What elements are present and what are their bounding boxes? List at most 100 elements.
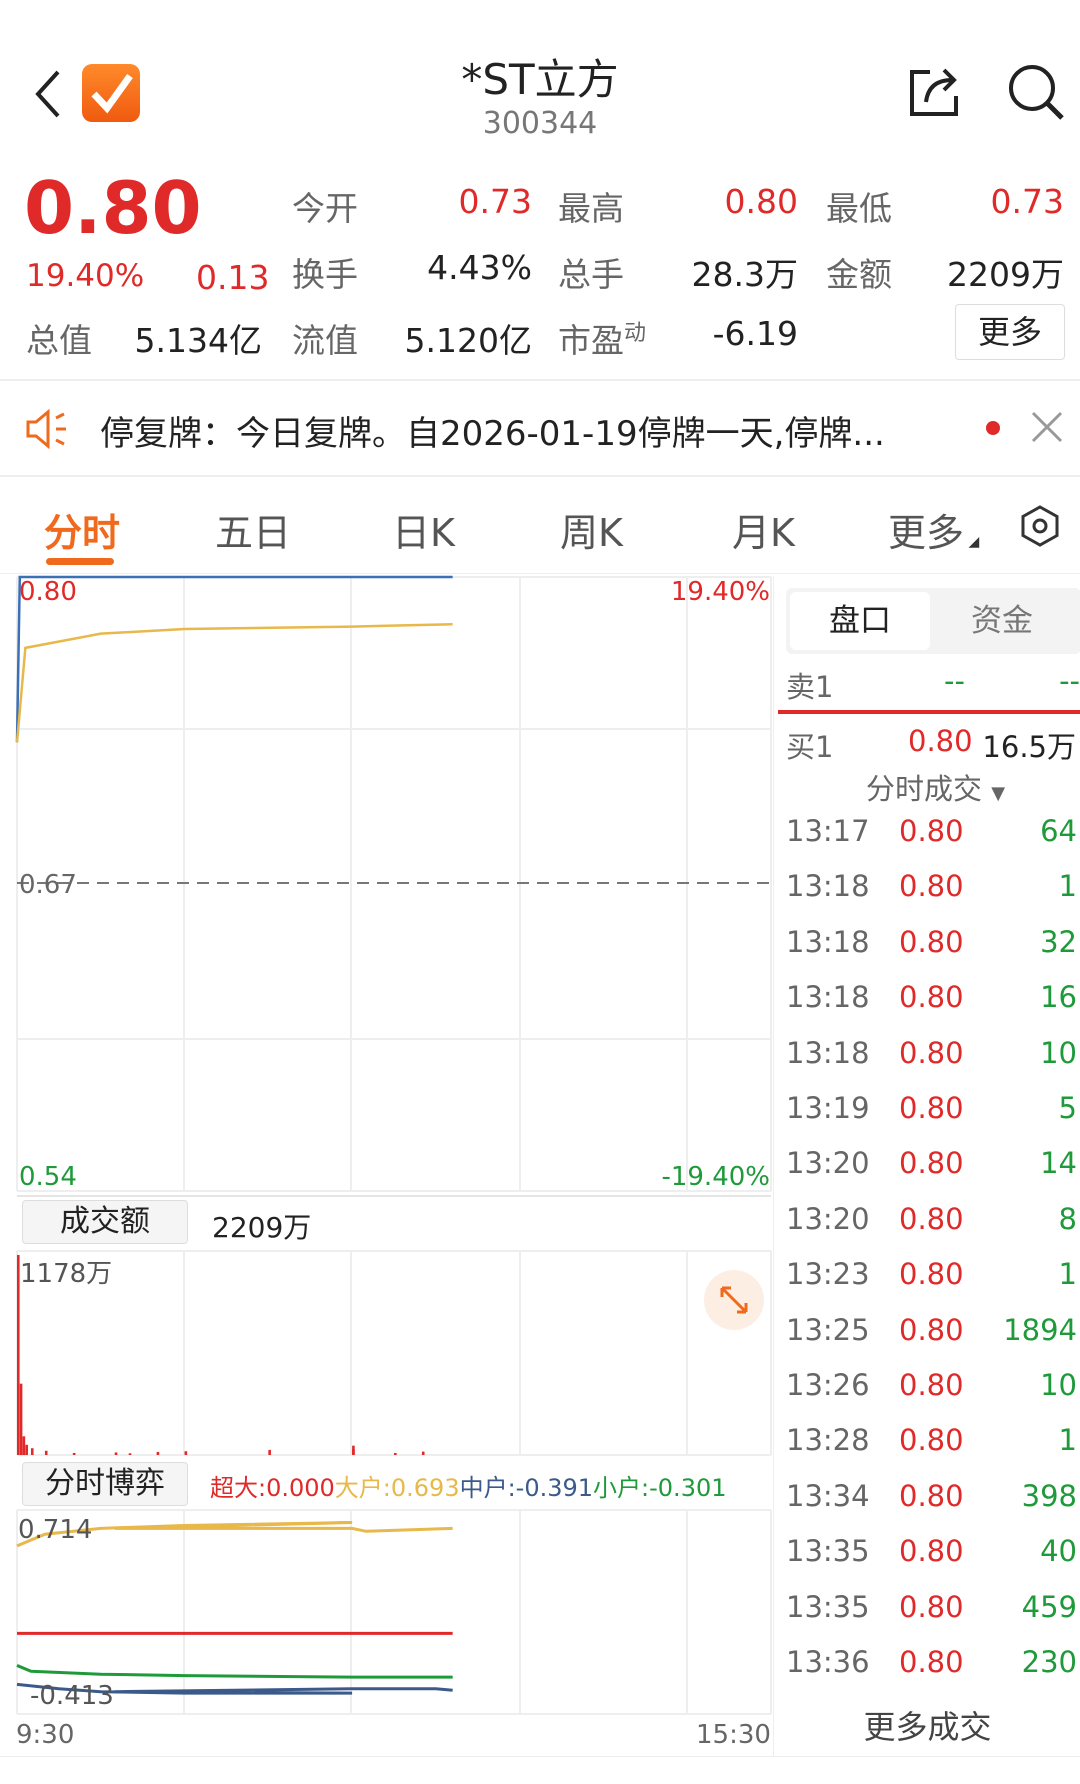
- tick-row: 13:20 0.80 8: [774, 1202, 1080, 1242]
- more-ticks-button[interactable]: 更多成交: [863, 1708, 992, 1746]
- tick-time: 13:34: [786, 1478, 870, 1513]
- tick-time: 13:18: [786, 1035, 870, 1070]
- tick-price: 0.80: [899, 1201, 964, 1236]
- time-end: 15:30: [696, 1720, 771, 1750]
- game-line-大户: [16, 1521, 453, 1548]
- buy1-label: 买1: [786, 730, 834, 764]
- tab-zijin[interactable]: 资金: [971, 603, 1033, 639]
- stat-value: 0.80: [724, 182, 798, 221]
- tick-row: 13:18 0.80 10: [774, 1036, 1080, 1076]
- tick-price: 0.80: [899, 814, 964, 848]
- tick-row: 13:26 0.80 10: [774, 1368, 1080, 1408]
- tick-time: 13:25: [786, 1312, 870, 1347]
- tick-row: 13:18 0.80 1: [774, 869, 1080, 909]
- expand-button[interactable]: [704, 1270, 764, 1330]
- tick-price: 0.80: [899, 1035, 964, 1070]
- tick-row: 13:25 0.80 1894: [774, 1313, 1080, 1353]
- tick-row: 13:35 0.80 40: [774, 1534, 1080, 1574]
- tab-pankou[interactable]: 盘口: [790, 592, 930, 650]
- tick-price: 0.80: [899, 869, 964, 904]
- tab-0[interactable]: 分时: [44, 511, 121, 555]
- speaker-icon: [26, 408, 66, 450]
- unread-dot: [986, 421, 1000, 435]
- volume-max-label: 1178万: [20, 1259, 112, 1289]
- tick-time: 13:17: [786, 814, 870, 848]
- app-logo: [82, 64, 140, 122]
- tab-2[interactable]: 日K: [392, 511, 455, 555]
- share-button[interactable]: [906, 64, 962, 120]
- tab-1[interactable]: 五日: [215, 511, 292, 555]
- stat-label: 流值: [292, 321, 358, 360]
- intraday-charts[interactable]: 0.80 0.67 0.54 19.40% -19.40% 1178万 0.714 -0.41…: [0, 0, 775, 1784]
- time-start: 9:30: [16, 1720, 75, 1750]
- volume-bar: [421, 1451, 425, 1455]
- tab-4[interactable]: 月K: [732, 511, 795, 555]
- change-percent: 19.40%: [26, 258, 145, 294]
- volume-bar: [352, 1449, 355, 1455]
- tab-3[interactable]: 周K: [560, 511, 623, 555]
- volume-bar: [19, 1383, 23, 1455]
- close-icon[interactable]: [1030, 410, 1064, 444]
- share-icon: [910, 68, 958, 116]
- panel-tabs: 盘口 资金: [786, 588, 1080, 654]
- volume-bar: [44, 1450, 48, 1455]
- back-button[interactable]: [30, 62, 70, 122]
- pct-label-bottom: -19.40%: [661, 1162, 770, 1192]
- tick-volume: 459: [1021, 1589, 1077, 1624]
- buy1-price: 0.80: [908, 724, 973, 758]
- game-legend-item: 小户:-0.301: [593, 1474, 727, 1502]
- tick-row: 13:18 0.80 16: [774, 980, 1080, 1020]
- volume-bar: [25, 1444, 28, 1455]
- stat-label: 今开: [292, 189, 358, 228]
- stat-value: -6.19: [712, 314, 798, 353]
- caret-down-icon: ▼: [991, 783, 1006, 804]
- volume-tab[interactable]: 成交额: [22, 1200, 188, 1244]
- tick-time: 13:19: [786, 1091, 870, 1125]
- stat-value: 2209万: [947, 255, 1064, 294]
- tick-time: 13:28: [786, 1423, 870, 1458]
- chevron-left-icon: [35, 70, 60, 118]
- stat-value: 4.43%: [427, 248, 532, 287]
- tick-price: 0.80: [899, 1589, 964, 1624]
- buy1-vol: 16.5万: [982, 730, 1076, 764]
- tick-volume: 40: [1040, 1534, 1077, 1569]
- tick-time: 13:20: [786, 1146, 870, 1181]
- game-legend: 超大:0.000大户:0.693中户:-0.391小户:-0.301: [210, 1468, 727, 1503]
- game-legend-item: 大户:0.693: [334, 1474, 460, 1502]
- notice-bar[interactable]: 停复牌：今日复牌。自2026-01-19停牌一天,停牌...: [0, 380, 1080, 475]
- tick-volume: 10: [1040, 1035, 1077, 1070]
- tick-price: 0.80: [899, 1534, 964, 1569]
- notice-text: 停复牌：今日复牌。自2026-01-19停牌一天,停牌...: [100, 414, 885, 454]
- volume-bar: [156, 1451, 160, 1455]
- expand-icon: [720, 1286, 748, 1314]
- y-label-bottom: 0.54: [19, 1162, 77, 1192]
- game-tab[interactable]: 分时博弈: [22, 1462, 188, 1506]
- tick-time: 13:23: [786, 1257, 870, 1292]
- hexagon-settings-icon[interactable]: [1018, 504, 1062, 548]
- tab-5[interactable]: 更多 ◢: [888, 511, 980, 555]
- tick-volume: 32: [1040, 924, 1077, 959]
- volume-bar: [394, 1452, 397, 1455]
- volume-bar: [17, 1255, 20, 1455]
- tick-row: 13:18 0.80 32: [774, 925, 1080, 965]
- tick-volume: 16: [1040, 980, 1077, 1015]
- tick-price: 0.80: [899, 1645, 964, 1679]
- stat-value: 28.3万: [691, 255, 798, 294]
- volume-bar: [114, 1452, 118, 1455]
- tick-price: 0.80: [899, 1368, 964, 1402]
- tick-price: 0.80: [899, 1257, 964, 1292]
- ticks-dropdown[interactable]: 分时成交 ▼: [866, 766, 1005, 808]
- volume-bar: [30, 1448, 34, 1455]
- stat-label: 金额: [826, 255, 892, 294]
- divider: [0, 573, 1080, 574]
- search-button[interactable]: [1006, 62, 1066, 122]
- tick-price: 0.80: [899, 924, 964, 959]
- tick-price: 0.80: [899, 980, 964, 1015]
- pct-label-top: 19.40%: [671, 577, 770, 607]
- tick-time: 13:18: [786, 980, 870, 1015]
- more-quote-button[interactable]: 更多: [955, 304, 1065, 360]
- stock-name: *ST立方: [461, 55, 619, 104]
- tick-row: 13:34 0.80 398: [774, 1479, 1080, 1519]
- y-label-mid: 0.67: [19, 870, 77, 900]
- volume-bar: [268, 1449, 271, 1455]
